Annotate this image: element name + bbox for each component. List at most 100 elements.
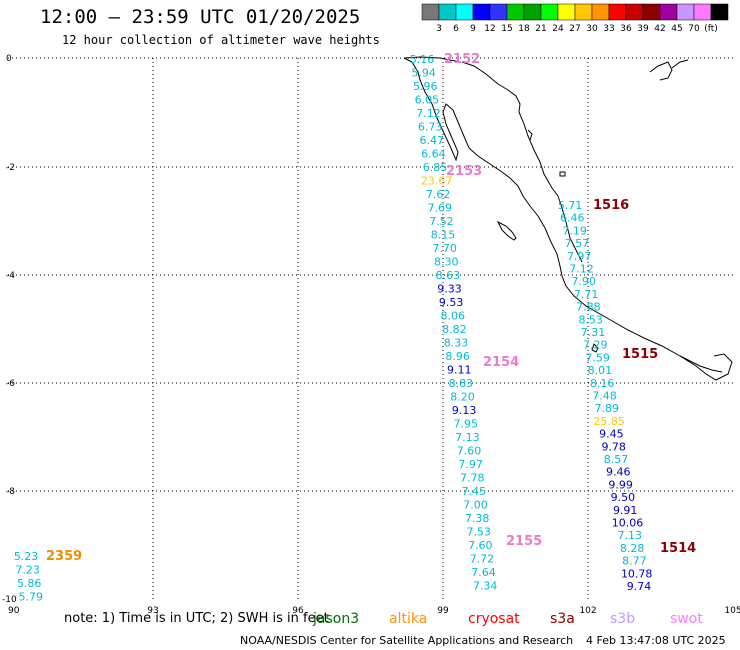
colorbar-swatch bbox=[693, 3, 712, 21]
wave-height-value: 9.99 bbox=[608, 478, 633, 491]
wave-height-value: 9.78 bbox=[601, 440, 626, 453]
wave-height-value: 8.57 bbox=[604, 453, 629, 466]
coastline bbox=[403, 56, 733, 381]
wave-height-value: 7.89 bbox=[595, 402, 620, 415]
colorbar-label: 27 bbox=[569, 24, 580, 34]
wave-height-value: 7.95 bbox=[453, 418, 478, 431]
colorbar-swatch bbox=[642, 3, 661, 21]
wave-height-value: 7.29 bbox=[583, 339, 608, 352]
wave-height-value: 7.12 bbox=[416, 107, 441, 120]
pass-time-label: 1516 bbox=[593, 198, 629, 213]
wave-height-value: 8.82 bbox=[442, 323, 467, 336]
sw-mexico-coast bbox=[679, 355, 723, 373]
colorbar-label: 12 bbox=[484, 24, 495, 34]
wave-height-value: 8.96 bbox=[445, 350, 470, 363]
mexico-west-coastline bbox=[403, 57, 733, 381]
wave-height-value: 9.74 bbox=[627, 580, 652, 593]
colorbar-label: (ft) bbox=[704, 24, 718, 34]
wave-height-value: 7.59 bbox=[585, 351, 610, 364]
x-tick-label: 90 bbox=[8, 606, 20, 616]
wave-height-value: 7.97 bbox=[567, 250, 592, 263]
wave-height-value: 5.86 bbox=[17, 577, 42, 590]
wave-height-value: 8.63 bbox=[436, 269, 461, 282]
wave-height-value: 7.78 bbox=[460, 472, 485, 485]
wave-height-value: 5.23 bbox=[14, 550, 39, 563]
wave-height-value: 7.62 bbox=[426, 188, 451, 201]
pass-time-label: 2155 bbox=[506, 534, 542, 549]
y-tick-label: -2 bbox=[6, 163, 15, 173]
pass-time-label: 2154 bbox=[483, 355, 519, 370]
wave-height-value: 7.72 bbox=[470, 553, 495, 566]
wave-height-value: 7.88 bbox=[576, 301, 601, 314]
wave-height-value: 6.46 bbox=[560, 212, 585, 225]
legend-cryosat: cryosat bbox=[468, 611, 520, 627]
colorbar-label: 39 bbox=[637, 24, 649, 34]
colorbar-swatch bbox=[608, 3, 627, 21]
y-tick-label: -6 bbox=[6, 379, 15, 389]
colorbar-swatch bbox=[659, 3, 678, 21]
x-tick-label: 99 bbox=[437, 606, 449, 616]
wave-height-value: 7.71 bbox=[574, 288, 599, 301]
wave-height-value: 9.53 bbox=[439, 296, 464, 309]
wave-height-labels: 5.165.945.966.057.126.736.476.646.8523.6… bbox=[14, 52, 696, 604]
colorbar-swatch bbox=[710, 3, 729, 21]
gulf-island bbox=[496, 220, 517, 241]
wave-height-value: 7.90 bbox=[572, 275, 597, 288]
wave-height-value: 7.60 bbox=[468, 539, 493, 552]
wave-height-value: 5.16 bbox=[410, 53, 435, 66]
wave-height-value: 7.13 bbox=[455, 431, 480, 444]
wave-height-value: 7.34 bbox=[473, 580, 498, 593]
footer-timestamp: 4 Feb 13:47:08 UTC 2025 bbox=[586, 634, 726, 647]
wave-height-value: 8.20 bbox=[450, 391, 475, 404]
wave-height-value: 10.78 bbox=[621, 567, 653, 580]
y-tick-label: -8 bbox=[6, 487, 15, 497]
wave-height-value: 8.33 bbox=[444, 337, 469, 350]
wave-height-value: 7.38 bbox=[465, 512, 490, 525]
wave-height-value: 6.64 bbox=[421, 148, 446, 161]
colorbar-label: 42 bbox=[654, 24, 665, 34]
colorbar-swatch bbox=[489, 3, 508, 21]
pass-time-label: 1514 bbox=[660, 541, 696, 556]
wave-height-value: 5.96 bbox=[413, 80, 438, 93]
colorbar-swatch bbox=[472, 3, 491, 21]
wave-height-value: 7.45 bbox=[462, 485, 487, 498]
footnote: note: 1) Time is in UTC; 2) SWH is in fe… bbox=[64, 611, 329, 626]
wave-height-value: 8.77 bbox=[622, 555, 647, 568]
colorbar-swatch bbox=[540, 3, 559, 21]
wave-height-value: 9.50 bbox=[611, 491, 636, 504]
wave-height-value: 7.31 bbox=[581, 326, 606, 339]
wave-height-value: 7.70 bbox=[432, 242, 457, 255]
wave-height-value: 7.52 bbox=[429, 215, 454, 228]
y-tick-label: -4 bbox=[6, 271, 15, 281]
colorbar-swatch bbox=[506, 3, 525, 21]
tres-marias-island bbox=[559, 171, 566, 177]
map-subtitle: 12 hour collection of altimeter wave hei… bbox=[62, 33, 380, 47]
pass-time-label: 1515 bbox=[622, 347, 658, 362]
colorbar-label: 9 bbox=[470, 24, 476, 34]
colorbar-label: 24 bbox=[552, 24, 564, 34]
legend-s3a: s3a bbox=[550, 611, 575, 627]
y-tick-label: 0 bbox=[6, 54, 12, 64]
x-tick-label: 105 bbox=[724, 606, 740, 616]
colorbar-swatch bbox=[455, 3, 474, 21]
colorbar-label: 45 bbox=[671, 24, 682, 34]
wave-height-value: 8.16 bbox=[590, 377, 615, 390]
wave-height-value: 7.00 bbox=[463, 499, 488, 512]
wave-height-value: 10.06 bbox=[612, 517, 644, 530]
map-title: 12:00 – 23:59 UTC 01/20/2025 bbox=[40, 6, 361, 28]
y-tick-label: -10 bbox=[2, 595, 17, 605]
wave-height-value: 7.23 bbox=[15, 564, 40, 577]
wave-height-value: 7.13 bbox=[618, 529, 643, 542]
wave-height-value: 9.46 bbox=[606, 466, 631, 479]
wave-height-value: 7.12 bbox=[569, 263, 594, 276]
colorbar-swatch bbox=[676, 3, 695, 21]
wave-height-value: 9.45 bbox=[599, 428, 624, 441]
x-tick-label: 93 bbox=[147, 606, 158, 616]
wave-height-value: 7.19 bbox=[562, 224, 587, 237]
colorbar-swatch bbox=[421, 3, 440, 21]
socorro-island bbox=[591, 343, 599, 353]
wave-height-value: 9.13 bbox=[452, 404, 477, 417]
legend-swot: swot bbox=[670, 611, 703, 627]
footer-credit: NOAA/NESDIS Center for Satellite Applica… bbox=[240, 634, 574, 647]
